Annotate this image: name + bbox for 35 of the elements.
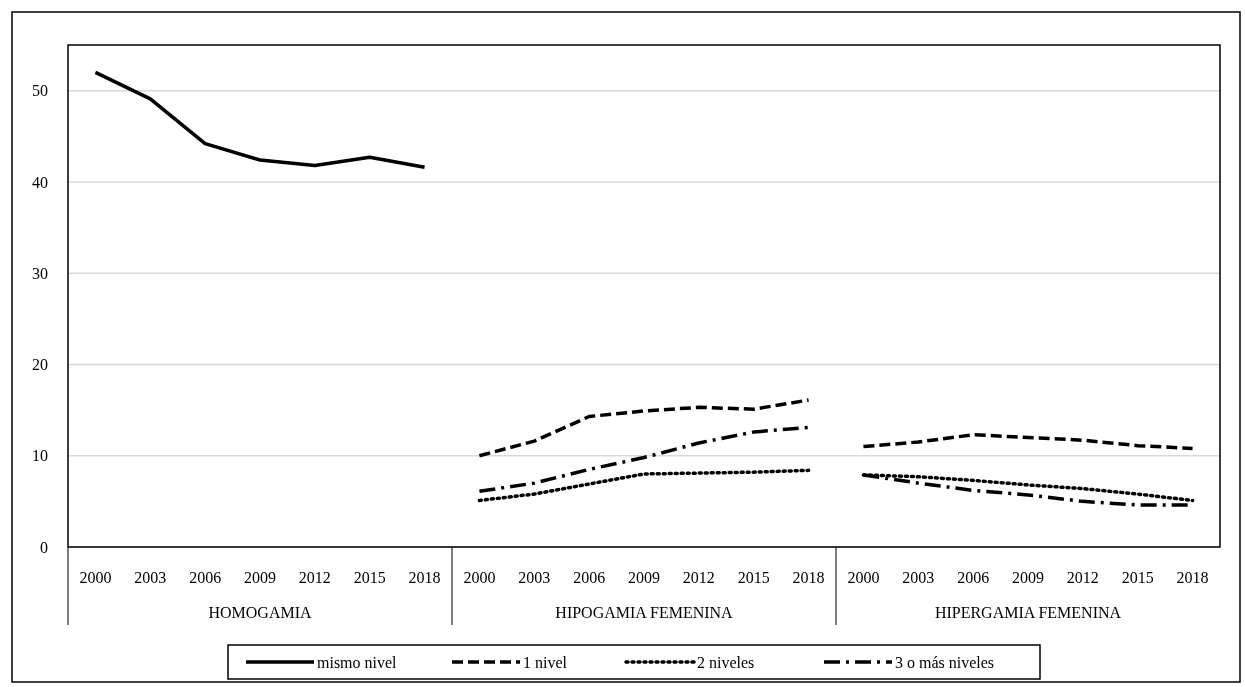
x-tick-label: 2015 bbox=[353, 569, 386, 586]
x-tick-label: 2003 bbox=[518, 569, 551, 586]
x-tick-label: 2012 bbox=[298, 569, 331, 586]
x-tick-label: 2009 bbox=[244, 569, 276, 586]
y-tick-label: 30 bbox=[32, 264, 48, 282]
x-tick-label: 2006 bbox=[573, 569, 606, 586]
x-tick-label: 2003 bbox=[134, 569, 167, 586]
y-tick-label: 50 bbox=[32, 82, 48, 100]
x-tick-label: 2012 bbox=[682, 569, 715, 586]
x-tick-label: 2009 bbox=[1012, 569, 1044, 586]
text: HIPOGAMIA FEMENINA bbox=[555, 604, 734, 621]
line-series bbox=[93, 70, 427, 170]
legend-label: 2 niveles bbox=[697, 653, 755, 671]
y-tick-label: 40 bbox=[32, 173, 48, 191]
legend-label: 3 o más niveles bbox=[895, 653, 995, 671]
text: HOMOGAMIA bbox=[208, 604, 312, 621]
x-tick-label: 2015 bbox=[1121, 569, 1154, 586]
x-tick-label: 2000 bbox=[79, 569, 112, 586]
legend-label: mismo nivel bbox=[317, 653, 398, 671]
x-tick-label: 2003 bbox=[902, 569, 935, 586]
legend-label: 1 nivel bbox=[523, 653, 568, 671]
y-tick-label: 10 bbox=[32, 447, 48, 465]
x-tick-label: 2000 bbox=[463, 569, 496, 586]
x-tick-label: 2000 bbox=[847, 569, 880, 586]
x-tick-label: 2009 bbox=[628, 569, 660, 586]
x-tick-label: 2006 bbox=[957, 569, 990, 586]
x-tick-label: 2006 bbox=[189, 569, 222, 586]
x-tick-label: 2018 bbox=[792, 569, 825, 586]
y-tick-label: 20 bbox=[32, 356, 48, 374]
y-tick-label: 0 bbox=[40, 538, 48, 556]
x-tick-label: 2012 bbox=[1066, 569, 1099, 586]
x-tick-label: 2018 bbox=[1176, 569, 1209, 586]
x-tick-label: 2015 bbox=[737, 569, 770, 586]
text: HIPERGAMIA FEMENINA bbox=[934, 604, 1122, 621]
x-tick-label: 2018 bbox=[408, 569, 441, 586]
